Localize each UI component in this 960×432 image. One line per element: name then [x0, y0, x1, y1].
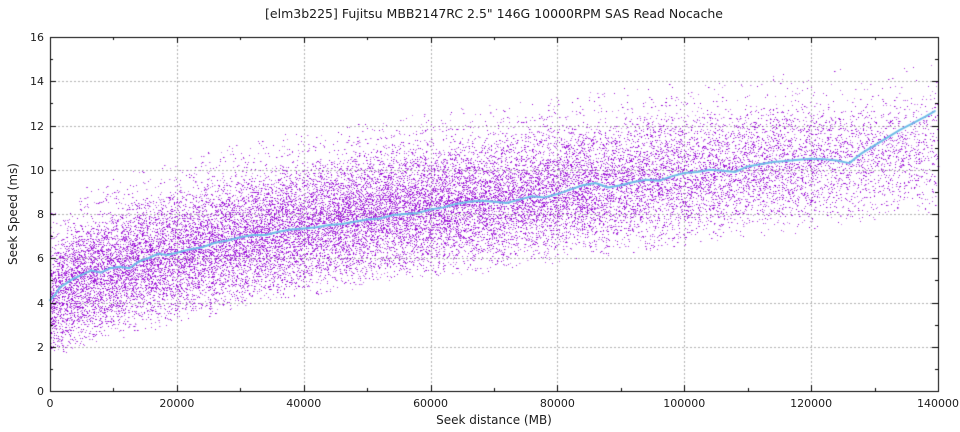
chart-title: [elm3b225] Fujitsu MBB2147RC 2.5" 146G 1…	[265, 6, 723, 21]
x-tick-label: 60000	[413, 397, 449, 410]
y-tick-label: 4	[37, 296, 44, 310]
x-tick-label: 100000	[663, 397, 706, 410]
y-tick-label: 2	[37, 340, 44, 354]
y-tick-label: 6	[37, 252, 44, 266]
x-tick-label: 20000	[159, 397, 195, 410]
y-tick-label: 14	[30, 75, 44, 89]
y-tick-label: 0	[37, 385, 44, 398]
y-tick-label: 16	[30, 31, 44, 44]
x-tick-label: 120000	[790, 397, 833, 410]
y-tick-label: 10	[30, 163, 44, 177]
x-axis-label: Seek distance (MB)	[436, 413, 552, 427]
x-tick-label: 0	[46, 397, 54, 410]
y-tick-label: 8	[37, 208, 44, 221]
x-tick-label: 140000	[917, 397, 959, 410]
x-tick-label: 40000	[286, 397, 322, 410]
x-tick-label: 80000	[539, 397, 575, 410]
y-tick-label: 12	[30, 119, 44, 133]
